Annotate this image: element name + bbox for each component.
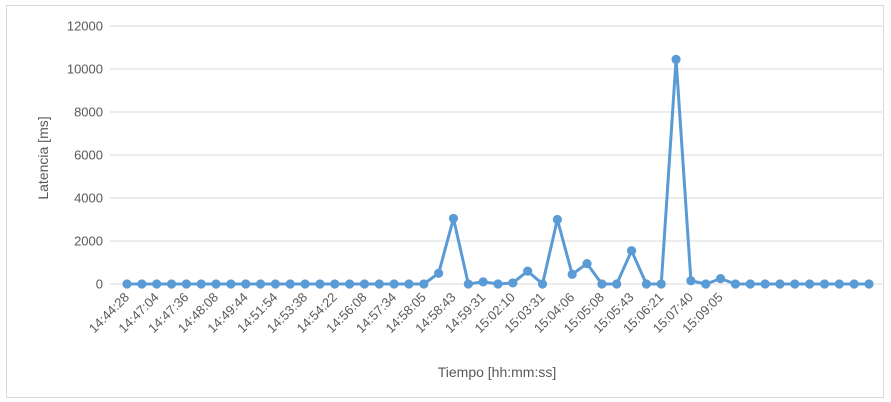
y-tick-label: 2000 bbox=[74, 234, 103, 249]
data-point bbox=[241, 279, 251, 289]
data-point bbox=[849, 279, 859, 289]
data-point bbox=[656, 279, 666, 289]
data-point bbox=[122, 279, 132, 289]
y-tick-label: 0 bbox=[96, 277, 103, 292]
y-tick-label: 8000 bbox=[74, 105, 103, 120]
data-point bbox=[330, 279, 340, 289]
gridlines bbox=[110, 25, 882, 285]
y-tick-label: 6000 bbox=[74, 148, 103, 163]
data-point bbox=[463, 279, 473, 289]
data-point bbox=[389, 279, 399, 289]
chart-frame bbox=[6, 5, 884, 398]
data-point bbox=[181, 279, 191, 289]
data-point bbox=[152, 279, 162, 289]
data-point bbox=[300, 279, 310, 289]
data-point bbox=[255, 279, 266, 289]
data-point bbox=[819, 279, 830, 289]
data-point bbox=[716, 274, 726, 284]
data-point bbox=[315, 279, 325, 289]
data-point bbox=[745, 279, 755, 289]
data-point bbox=[834, 279, 844, 289]
data-point bbox=[196, 279, 206, 289]
data-point bbox=[434, 268, 444, 278]
data-point bbox=[226, 279, 236, 289]
data-point bbox=[537, 279, 548, 289]
data-point bbox=[270, 279, 280, 289]
x-axis-title: Tiempo [hh:mm:ss] bbox=[438, 364, 557, 380]
data-point bbox=[552, 214, 562, 225]
series-group bbox=[122, 54, 874, 289]
data-point bbox=[508, 278, 518, 288]
data-point bbox=[582, 258, 592, 269]
data-point bbox=[523, 266, 533, 276]
data-point bbox=[567, 269, 577, 279]
data-point bbox=[686, 276, 696, 286]
data-point bbox=[760, 279, 770, 289]
data-point bbox=[790, 279, 800, 289]
data-point bbox=[166, 279, 177, 289]
data-point bbox=[701, 279, 711, 289]
data-point bbox=[211, 279, 221, 289]
y-tick-label: 10000 bbox=[67, 62, 103, 77]
data-point bbox=[626, 246, 637, 256]
y-tick-label: 4000 bbox=[74, 191, 103, 206]
series-line bbox=[125, 57, 871, 286]
data-point bbox=[137, 279, 147, 289]
data-point bbox=[805, 279, 815, 289]
data-point bbox=[597, 279, 607, 289]
data-point bbox=[493, 279, 503, 289]
data-point bbox=[404, 279, 414, 289]
data-point bbox=[285, 279, 295, 289]
data-point bbox=[448, 213, 459, 224]
data-point bbox=[478, 277, 488, 287]
data-point bbox=[775, 279, 785, 289]
y-axis-ticks: 0 2000 4000 6000 8000 10000 12000 bbox=[67, 19, 103, 292]
data-point bbox=[359, 279, 370, 289]
data-point bbox=[671, 54, 681, 64]
data-point bbox=[419, 279, 429, 289]
data-point bbox=[374, 279, 384, 289]
x-axis-ticks: 14:44:2814:47:0414:47:3614:48:0814:49:44… bbox=[86, 290, 726, 336]
data-point bbox=[730, 279, 741, 289]
data-point bbox=[641, 279, 652, 289]
data-point bbox=[864, 279, 874, 289]
y-tick-label: 12000 bbox=[67, 19, 103, 34]
data-point bbox=[612, 279, 622, 289]
data-point bbox=[345, 279, 355, 289]
y-axis-title: Latencia [ms] bbox=[35, 116, 51, 199]
